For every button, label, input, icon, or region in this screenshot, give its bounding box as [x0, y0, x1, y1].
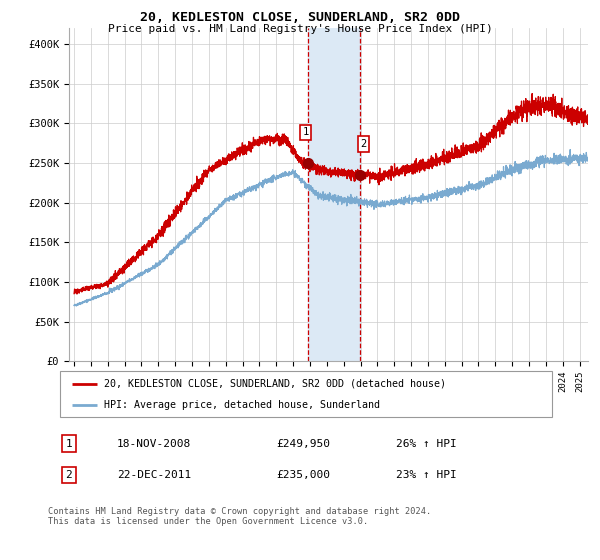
FancyBboxPatch shape	[60, 371, 552, 417]
Text: 20, KEDLESTON CLOSE, SUNDERLAND, SR2 0DD (detached house): 20, KEDLESTON CLOSE, SUNDERLAND, SR2 0DD…	[104, 379, 446, 389]
Text: 22-DEC-2011: 22-DEC-2011	[117, 470, 191, 480]
Bar	[308, 28, 360, 361]
Text: £235,000: £235,000	[276, 470, 330, 480]
Text: 1: 1	[302, 127, 308, 137]
Text: 18-NOV-2008: 18-NOV-2008	[117, 438, 191, 449]
Text: 2: 2	[65, 470, 73, 480]
Text: 26% ↑ HPI: 26% ↑ HPI	[396, 438, 457, 449]
Text: Contains HM Land Registry data © Crown copyright and database right 2024.
This d: Contains HM Land Registry data © Crown c…	[48, 507, 431, 526]
Text: 1: 1	[65, 438, 73, 449]
Text: 20, KEDLESTON CLOSE, SUNDERLAND, SR2 0DD: 20, KEDLESTON CLOSE, SUNDERLAND, SR2 0DD	[140, 11, 460, 24]
Text: 2: 2	[360, 139, 367, 149]
Text: £249,950: £249,950	[276, 438, 330, 449]
Text: 23% ↑ HPI: 23% ↑ HPI	[396, 470, 457, 480]
Text: HPI: Average price, detached house, Sunderland: HPI: Average price, detached house, Sund…	[104, 400, 380, 410]
Text: Price paid vs. HM Land Registry's House Price Index (HPI): Price paid vs. HM Land Registry's House …	[107, 24, 493, 34]
